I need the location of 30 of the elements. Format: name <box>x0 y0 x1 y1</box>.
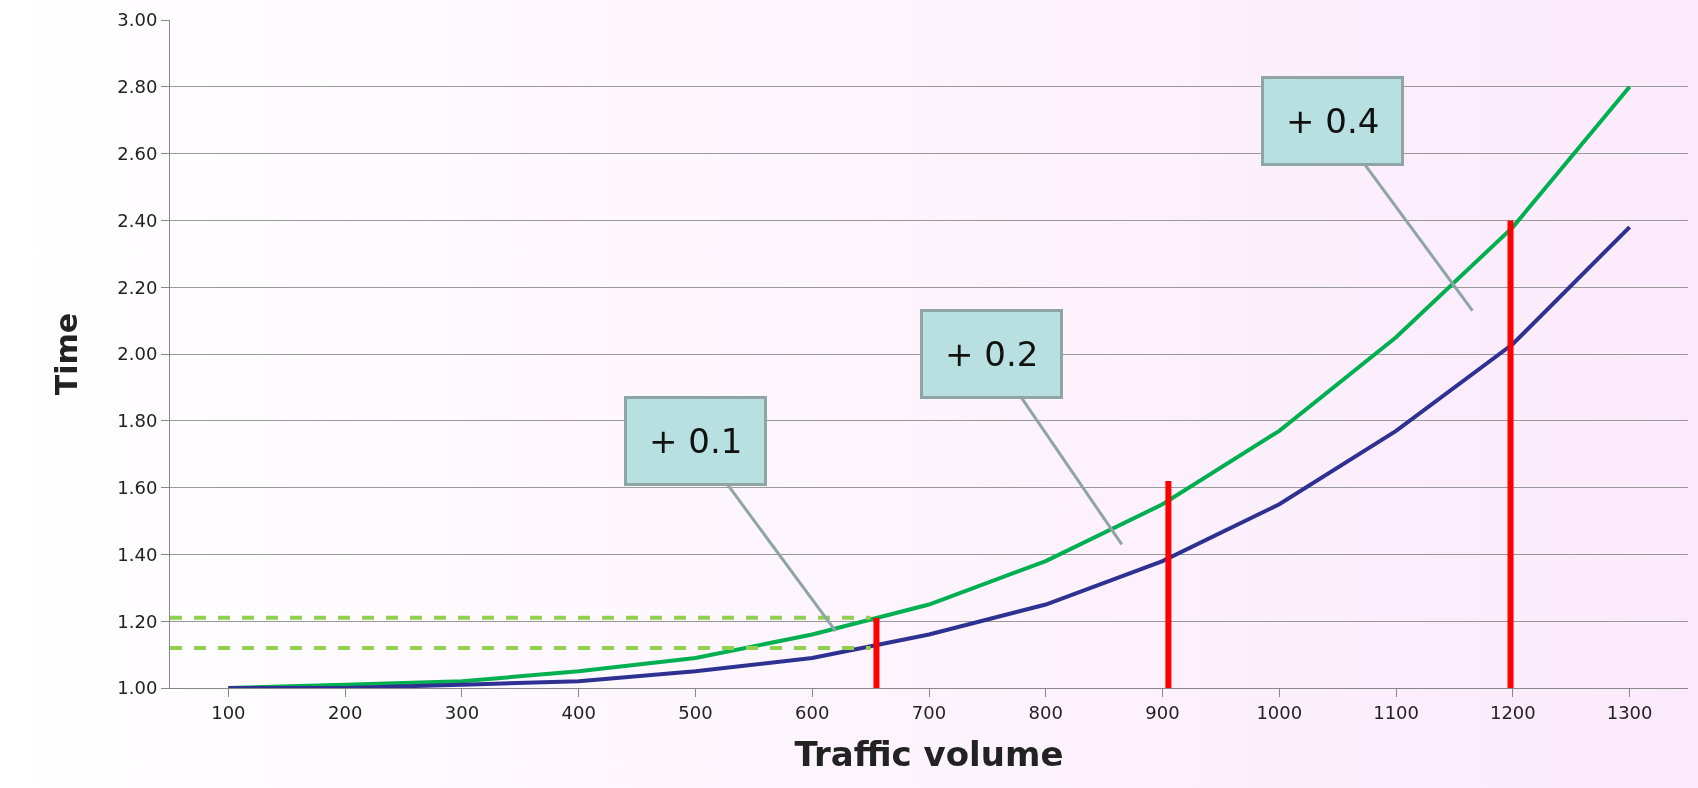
y-axis-title: Time <box>49 312 85 396</box>
y-tick-label: 2.20 <box>117 276 158 298</box>
y-tick-label: 1.80 <box>117 410 158 432</box>
annotation: + 0.1 <box>649 421 743 461</box>
x-tick-label: 200 <box>327 701 363 723</box>
annotation: + 0.4 <box>1286 101 1380 141</box>
x-tick-label: 700 <box>911 701 947 723</box>
x-axis-title: Traffic volume <box>794 733 1064 774</box>
x-tick-label: 100 <box>211 701 246 723</box>
x-tick-label: 600 <box>795 701 830 723</box>
y-tick-label: 2.60 <box>117 142 158 164</box>
y-tick-label: 3.00 <box>117 9 158 31</box>
x-tick-label: 1100 <box>1373 701 1419 723</box>
y-tick-label: 1.60 <box>117 476 158 498</box>
x-tick-label: 300 <box>444 701 480 723</box>
y-tick-label: 1.20 <box>117 610 158 632</box>
line-series <box>226 225 1632 688</box>
x-tick-label: 1300 <box>1606 701 1653 723</box>
x-tick-label: 1000 <box>1256 701 1303 723</box>
annotation: + 0.2 <box>945 334 1039 374</box>
y-tick-label: 1.00 <box>117 677 158 699</box>
y-tick-label: 2.00 <box>117 343 158 365</box>
x-tick-label: 400 <box>561 701 596 723</box>
y-tick-label: 2.40 <box>117 209 158 231</box>
x-tick-label: 900 <box>1145 701 1180 723</box>
y-tick-label: 2.80 <box>117 76 158 98</box>
x-tick-label: 800 <box>1028 701 1063 723</box>
x-tick-label: 500 <box>678 701 713 723</box>
x-tick-label: 1200 <box>1489 701 1536 723</box>
y-tick-label: 1.40 <box>117 543 158 565</box>
